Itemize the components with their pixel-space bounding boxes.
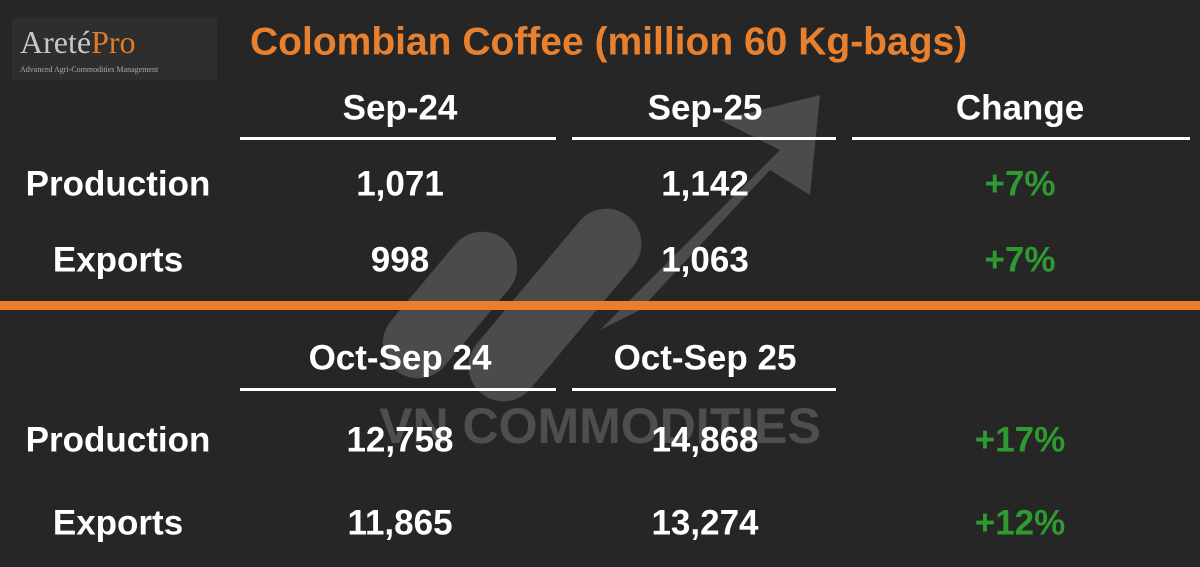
- logo-name: Areté: [20, 24, 91, 60]
- change-value: +7%: [984, 240, 1055, 279]
- value-cell: 1,071: [356, 164, 444, 203]
- value-cell: 1,063: [661, 240, 749, 279]
- header-underline: [572, 137, 836, 140]
- column-header: Sep-24: [343, 88, 458, 127]
- value-cell: 12,758: [346, 420, 453, 459]
- header-underline: [240, 388, 556, 391]
- watermark-text: VN COMMODITIES: [379, 398, 821, 454]
- logo-box: [12, 18, 217, 80]
- title: Colombian Coffee (million 60 Kg-bags): [250, 20, 967, 63]
- row-label: Exports: [53, 503, 183, 542]
- logo-highlight: Pro: [91, 24, 135, 60]
- row-label: Exports: [53, 240, 183, 279]
- section-divider: [0, 301, 1200, 310]
- change-value: +12%: [975, 503, 1066, 542]
- column-header: Oct-Sep 25: [614, 338, 797, 377]
- column-header: Change: [956, 88, 1084, 127]
- value-cell: 11,865: [347, 503, 452, 542]
- logo-tagline: Advanced Agri-Commodities Management: [20, 65, 159, 74]
- column-header: Oct-Sep 24: [309, 338, 492, 377]
- value-cell: 14,868: [651, 420, 758, 459]
- header-underline: [852, 137, 1190, 140]
- value-cell: 13,274: [651, 503, 759, 542]
- change-value: +17%: [975, 420, 1066, 459]
- value-cell: 998: [371, 240, 429, 279]
- value-cell: 1,142: [661, 164, 749, 203]
- logo: AretéPro: [20, 24, 136, 60]
- header-underline: [240, 137, 556, 140]
- row-label: Production: [26, 164, 211, 203]
- row-label: Production: [26, 420, 211, 459]
- header-underline: [572, 388, 836, 391]
- change-value: +7%: [984, 164, 1055, 203]
- column-header: Sep-25: [648, 88, 763, 127]
